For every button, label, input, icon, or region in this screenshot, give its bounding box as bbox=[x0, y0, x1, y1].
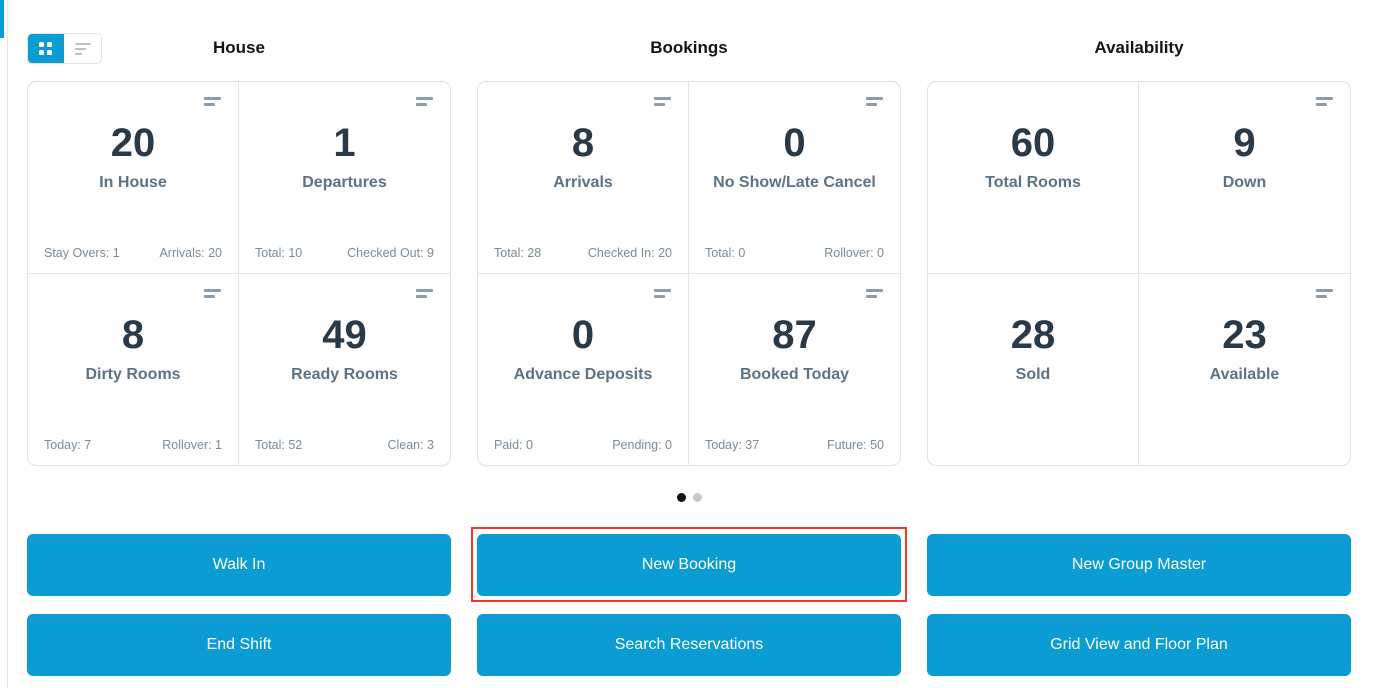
stat-value: 8 bbox=[121, 312, 145, 357]
section-title-house: House bbox=[213, 38, 265, 57]
left-edge-divider bbox=[7, 0, 8, 688]
stat-foot-right: Future: 50 bbox=[827, 438, 884, 452]
stat-card-arrivals[interactable]: 8 Arrivals Total: 28 Checked In: 20 bbox=[478, 82, 689, 274]
card-menu-icon[interactable] bbox=[654, 288, 671, 298]
card-menu-icon[interactable] bbox=[866, 97, 883, 106]
stat-card-booked-today[interactable]: 87 Booked Today Today: 37 Future: 50 bbox=[689, 274, 900, 466]
new-group-master-button[interactable]: New Group Master bbox=[927, 534, 1351, 596]
section-bookings: 8 Arrivals Total: 28 Checked In: 20 0 No… bbox=[477, 81, 901, 466]
stat-foot-left: Total: 0 bbox=[705, 245, 746, 260]
stat-value: 87 bbox=[772, 312, 817, 357]
stat-card-dirty-rooms[interactable]: 8 Dirty Rooms Today: 7 Rollover: 1 bbox=[28, 273, 239, 465]
list-view-button[interactable] bbox=[64, 34, 101, 63]
stat-label: Booked Today bbox=[739, 365, 850, 383]
stat-card-no-show[interactable]: 0 No Show/Late Cancel Total: 0 Rollover:… bbox=[689, 82, 900, 274]
section-title-bookings: Bookings bbox=[650, 38, 728, 57]
stat-foot-right: Checked Out: 9 bbox=[347, 245, 434, 260]
stat-card-down[interactable]: 9 Down bbox=[1139, 82, 1350, 274]
stat-card-sold[interactable]: 28 Sold bbox=[928, 273, 1139, 465]
stat-value: 8 bbox=[571, 120, 595, 165]
stat-label: No Show/Late Cancel bbox=[713, 173, 876, 191]
stat-label: In House bbox=[99, 173, 167, 191]
stat-card-ready-rooms[interactable]: 49 Ready Rooms Total: 52 Clean: 3 bbox=[239, 274, 450, 466]
stat-foot-left: Total: 52 bbox=[255, 438, 303, 452]
stat-foot-left: Paid: 0 bbox=[494, 438, 533, 452]
stat-label: Down bbox=[1222, 173, 1267, 191]
stat-label: Dirty Rooms bbox=[85, 365, 181, 383]
left-edge-accent-bar bbox=[0, 0, 4, 38]
stat-foot-left: Today: 37 bbox=[705, 438, 760, 452]
stat-label: Ready Rooms bbox=[291, 365, 398, 383]
stat-value: 23 bbox=[1222, 312, 1267, 357]
stat-card-departures[interactable]: 1 Departures Total: 10 Checked Out: 9 bbox=[239, 82, 450, 274]
stat-card-available[interactable]: 23 Available bbox=[1139, 274, 1350, 466]
card-menu-icon[interactable] bbox=[1316, 97, 1333, 106]
stat-foot-left: Stay Overs: 1 bbox=[44, 245, 120, 260]
card-menu-icon[interactable] bbox=[416, 288, 433, 298]
stat-label: Available bbox=[1209, 365, 1280, 383]
stat-foot-right: Rollover: 1 bbox=[162, 438, 222, 452]
stat-card-advance-deposits[interactable]: 0 Advance Deposits Paid: 0 Pending: 0 bbox=[478, 273, 689, 465]
stat-foot-left: Total: 28 bbox=[494, 245, 542, 260]
stat-value: 0 bbox=[783, 120, 806, 165]
stat-label: Sold bbox=[1015, 365, 1051, 383]
carousel-dots bbox=[27, 493, 1351, 502]
new-booking-button[interactable]: New Booking bbox=[477, 534, 901, 596]
card-menu-icon[interactable] bbox=[1316, 288, 1333, 298]
new-booking-highlight: New Booking bbox=[471, 527, 907, 602]
stat-foot-right: Rollover: 0 bbox=[824, 245, 884, 260]
card-menu-icon[interactable] bbox=[204, 97, 221, 106]
carousel-dot-2[interactable] bbox=[692, 493, 702, 502]
stat-foot-right: Pending: 0 bbox=[612, 438, 672, 452]
section-house: 20 In House Stay Overs: 1 Arrivals: 20 1… bbox=[27, 81, 451, 466]
grid-view-icon bbox=[39, 42, 52, 55]
stat-value: 0 bbox=[571, 312, 595, 357]
action-buttons: Walk In New Booking New Group Master End… bbox=[27, 527, 1351, 676]
section-availability: 60 Total Rooms 9 Down bbox=[927, 81, 1351, 466]
stat-value: 9 bbox=[1233, 120, 1256, 165]
stat-value: 20 bbox=[110, 120, 156, 165]
card-menu-icon[interactable] bbox=[416, 97, 433, 106]
stat-label: Departures bbox=[302, 173, 387, 191]
header-row: House Bookings Availability bbox=[27, 33, 1351, 64]
section-title-availability: Availability bbox=[1094, 38, 1184, 57]
view-toggle bbox=[27, 33, 102, 64]
end-shift-button[interactable]: End Shift bbox=[27, 614, 451, 676]
grid-view-button[interactable] bbox=[28, 34, 64, 63]
card-menu-icon[interactable] bbox=[654, 97, 671, 106]
carousel-dot-1[interactable] bbox=[676, 493, 686, 502]
stat-foot-right: Checked In: 20 bbox=[587, 245, 672, 260]
stat-foot-left: Today: 7 bbox=[44, 438, 92, 452]
card-menu-icon[interactable] bbox=[204, 288, 221, 298]
search-reservations-button[interactable]: Search Reservations bbox=[477, 614, 901, 676]
card-menu-icon[interactable] bbox=[866, 288, 883, 298]
stat-foot-right: Clean: 3 bbox=[387, 438, 434, 452]
stat-label: Advance Deposits bbox=[513, 365, 653, 383]
stat-foot-left: Total: 10 bbox=[255, 245, 303, 260]
grid-view-floor-plan-button[interactable]: Grid View and Floor Plan bbox=[927, 614, 1351, 676]
stat-card-total-rooms[interactable]: 60 Total Rooms bbox=[928, 82, 1139, 274]
stat-value: 60 bbox=[1010, 120, 1056, 165]
walk-in-button[interactable]: Walk In bbox=[27, 534, 451, 596]
stat-value: 1 bbox=[333, 120, 356, 165]
stat-label: Arrivals bbox=[553, 173, 613, 191]
stat-card-in-house[interactable]: 20 In House Stay Overs: 1 Arrivals: 20 bbox=[28, 82, 239, 274]
stat-label: Total Rooms bbox=[985, 173, 1081, 191]
stat-value: 28 bbox=[1010, 312, 1056, 357]
stat-foot-right: Arrivals: 20 bbox=[159, 245, 222, 260]
list-view-icon bbox=[74, 42, 91, 55]
stat-sections: 20 In House Stay Overs: 1 Arrivals: 20 1… bbox=[27, 81, 1351, 466]
dashboard: House Bookings Availability 20 In House … bbox=[27, 33, 1351, 676]
stat-value: 49 bbox=[322, 312, 367, 357]
